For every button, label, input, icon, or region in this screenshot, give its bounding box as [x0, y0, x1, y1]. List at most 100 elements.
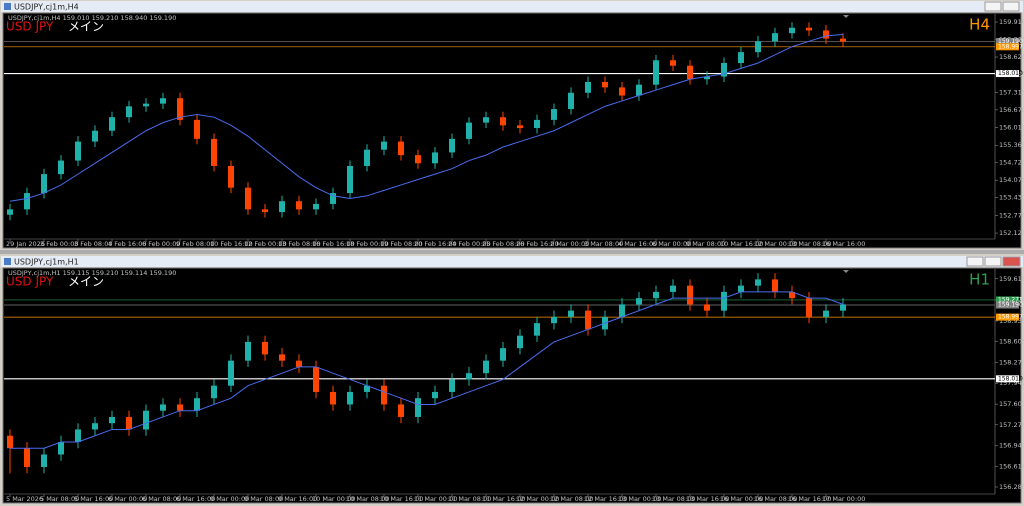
symbol-label: USD JPY [6, 275, 54, 289]
title-bar[interactable] [1, 1, 1023, 12]
candle-body [211, 385, 217, 399]
candle-body [109, 416, 115, 424]
window-title: USDJPY,cj1m,H1 [14, 258, 79, 267]
candle-body [7, 209, 13, 215]
x-tick-label: 12 Mar 00:00 [516, 495, 559, 503]
y-tick-label: 154.720 [999, 159, 1024, 167]
price-tag [996, 313, 1019, 321]
x-tick-label: 9 Feb 08:00 [176, 240, 215, 248]
price-tag-label: 159.190 [998, 302, 1023, 309]
y-tick-label: 153.430 [999, 194, 1024, 202]
y-tick-label: 158.620 [999, 53, 1024, 61]
y-tick-label: 156.610 [999, 462, 1024, 470]
candle-body [551, 316, 557, 324]
candle-body [58, 441, 64, 455]
y-tick-label: 157.605 [999, 400, 1024, 408]
y-tick-label: 157.275 [999, 421, 1024, 429]
x-tick-label: 5 Mar 08:00 [40, 495, 79, 503]
maximize-button[interactable] [984, 256, 1002, 267]
candle-body [177, 404, 183, 411]
candle-body [347, 165, 353, 194]
candle-body [381, 385, 387, 405]
candle-body [483, 117, 489, 123]
candle-body [772, 279, 778, 292]
window-icon [4, 3, 11, 10]
price-tag [996, 375, 1019, 383]
x-tick-label: 9 Mar 00:00 [210, 495, 249, 503]
chart-window: USDJPY,cj1m,H4 USDJPY,cj1m,H4 159.010 15… [0, 0, 1024, 250]
candle-body [143, 410, 149, 430]
x-tick-label: 11 Mar 00:00 [414, 495, 457, 503]
x-tick-label: 12 Mar 00:00 [754, 240, 797, 248]
x-tick-label: 12 Mar 08:00 [550, 495, 593, 503]
candle-body [551, 109, 557, 120]
candle-body [398, 404, 404, 417]
candle-body [279, 201, 285, 213]
x-tick-label: 3 Feb 08:00 [74, 240, 113, 248]
candle-body [823, 310, 829, 317]
price-tag [996, 301, 1019, 309]
minimize-button[interactable] [984, 1, 1002, 12]
x-tick-label: 3 Feb 00:00 [40, 240, 79, 248]
candle-body [262, 209, 268, 213]
x-tick-label: 2 Mar 00:00 [550, 240, 589, 248]
x-tick-label: 17 Mar 00:00 [822, 495, 865, 503]
candle-body [296, 201, 302, 210]
candle-body [449, 138, 455, 153]
candle-body [92, 130, 98, 142]
candle-body [160, 404, 166, 411]
candle-body [177, 98, 183, 120]
candle-body [41, 174, 47, 194]
x-tick-label: 16 Mar 08:00 [754, 495, 797, 503]
chart-area [2, 12, 1022, 249]
candle-body [41, 454, 47, 467]
x-tick-label: 5 Mar 2026 [6, 495, 43, 503]
minimize-button[interactable] [966, 256, 984, 267]
chart-info: USDJPY,cj1m,H4 159.010 159.210 158.940 1… [8, 14, 176, 22]
candle-body [432, 152, 438, 164]
maximize-button[interactable] [1002, 1, 1020, 12]
x-tick-label: 4 Mar 16:00 [618, 240, 657, 248]
price-tag-label: 158.010 [998, 70, 1023, 77]
candle-body [449, 379, 455, 392]
candle-body [585, 81, 591, 93]
price-tag-label: 158.997 [998, 314, 1023, 321]
candle-body [143, 103, 149, 107]
close-button[interactable] [1002, 256, 1021, 267]
candle-body [789, 27, 795, 34]
price-tag-label: 158.997 [998, 43, 1023, 50]
price-tag [996, 43, 1019, 51]
candle-body [109, 117, 115, 131]
candle-body [245, 341, 251, 361]
candle-body [670, 60, 676, 66]
candle-body [687, 65, 693, 80]
x-tick-label: 16 Mar 00:00 [720, 495, 763, 503]
candle-body [330, 391, 336, 405]
candle-body [466, 122, 472, 139]
candle-body [806, 27, 812, 31]
candle-body [517, 125, 523, 129]
x-tick-label: 13 Mar 08:00 [652, 495, 695, 503]
candle-body [194, 398, 200, 411]
title-bar[interactable] [1, 256, 1023, 267]
candle-body [619, 87, 625, 96]
candle-body [840, 304, 846, 311]
candle-body [466, 373, 472, 380]
candle-body [653, 60, 659, 85]
candle-body [772, 33, 778, 42]
x-tick-label: 9 Mar 16:00 [278, 495, 317, 503]
candle-body [755, 41, 761, 53]
candle-body [670, 285, 676, 292]
x-tick-label: 12 Feb 00:00 [244, 240, 287, 248]
y-tick-label: 157.315 [999, 88, 1024, 96]
candle-body [721, 62, 727, 77]
y-tick-label: 159.610 [999, 275, 1024, 283]
candle-body [347, 391, 353, 405]
tag-label: メイン [68, 275, 104, 289]
candle-body [24, 448, 30, 467]
candle-body [126, 416, 132, 430]
y-tick-label: 158.935 [999, 317, 1024, 325]
x-tick-label: 13 Mar 00:00 [618, 495, 661, 503]
candle-body [517, 335, 523, 349]
